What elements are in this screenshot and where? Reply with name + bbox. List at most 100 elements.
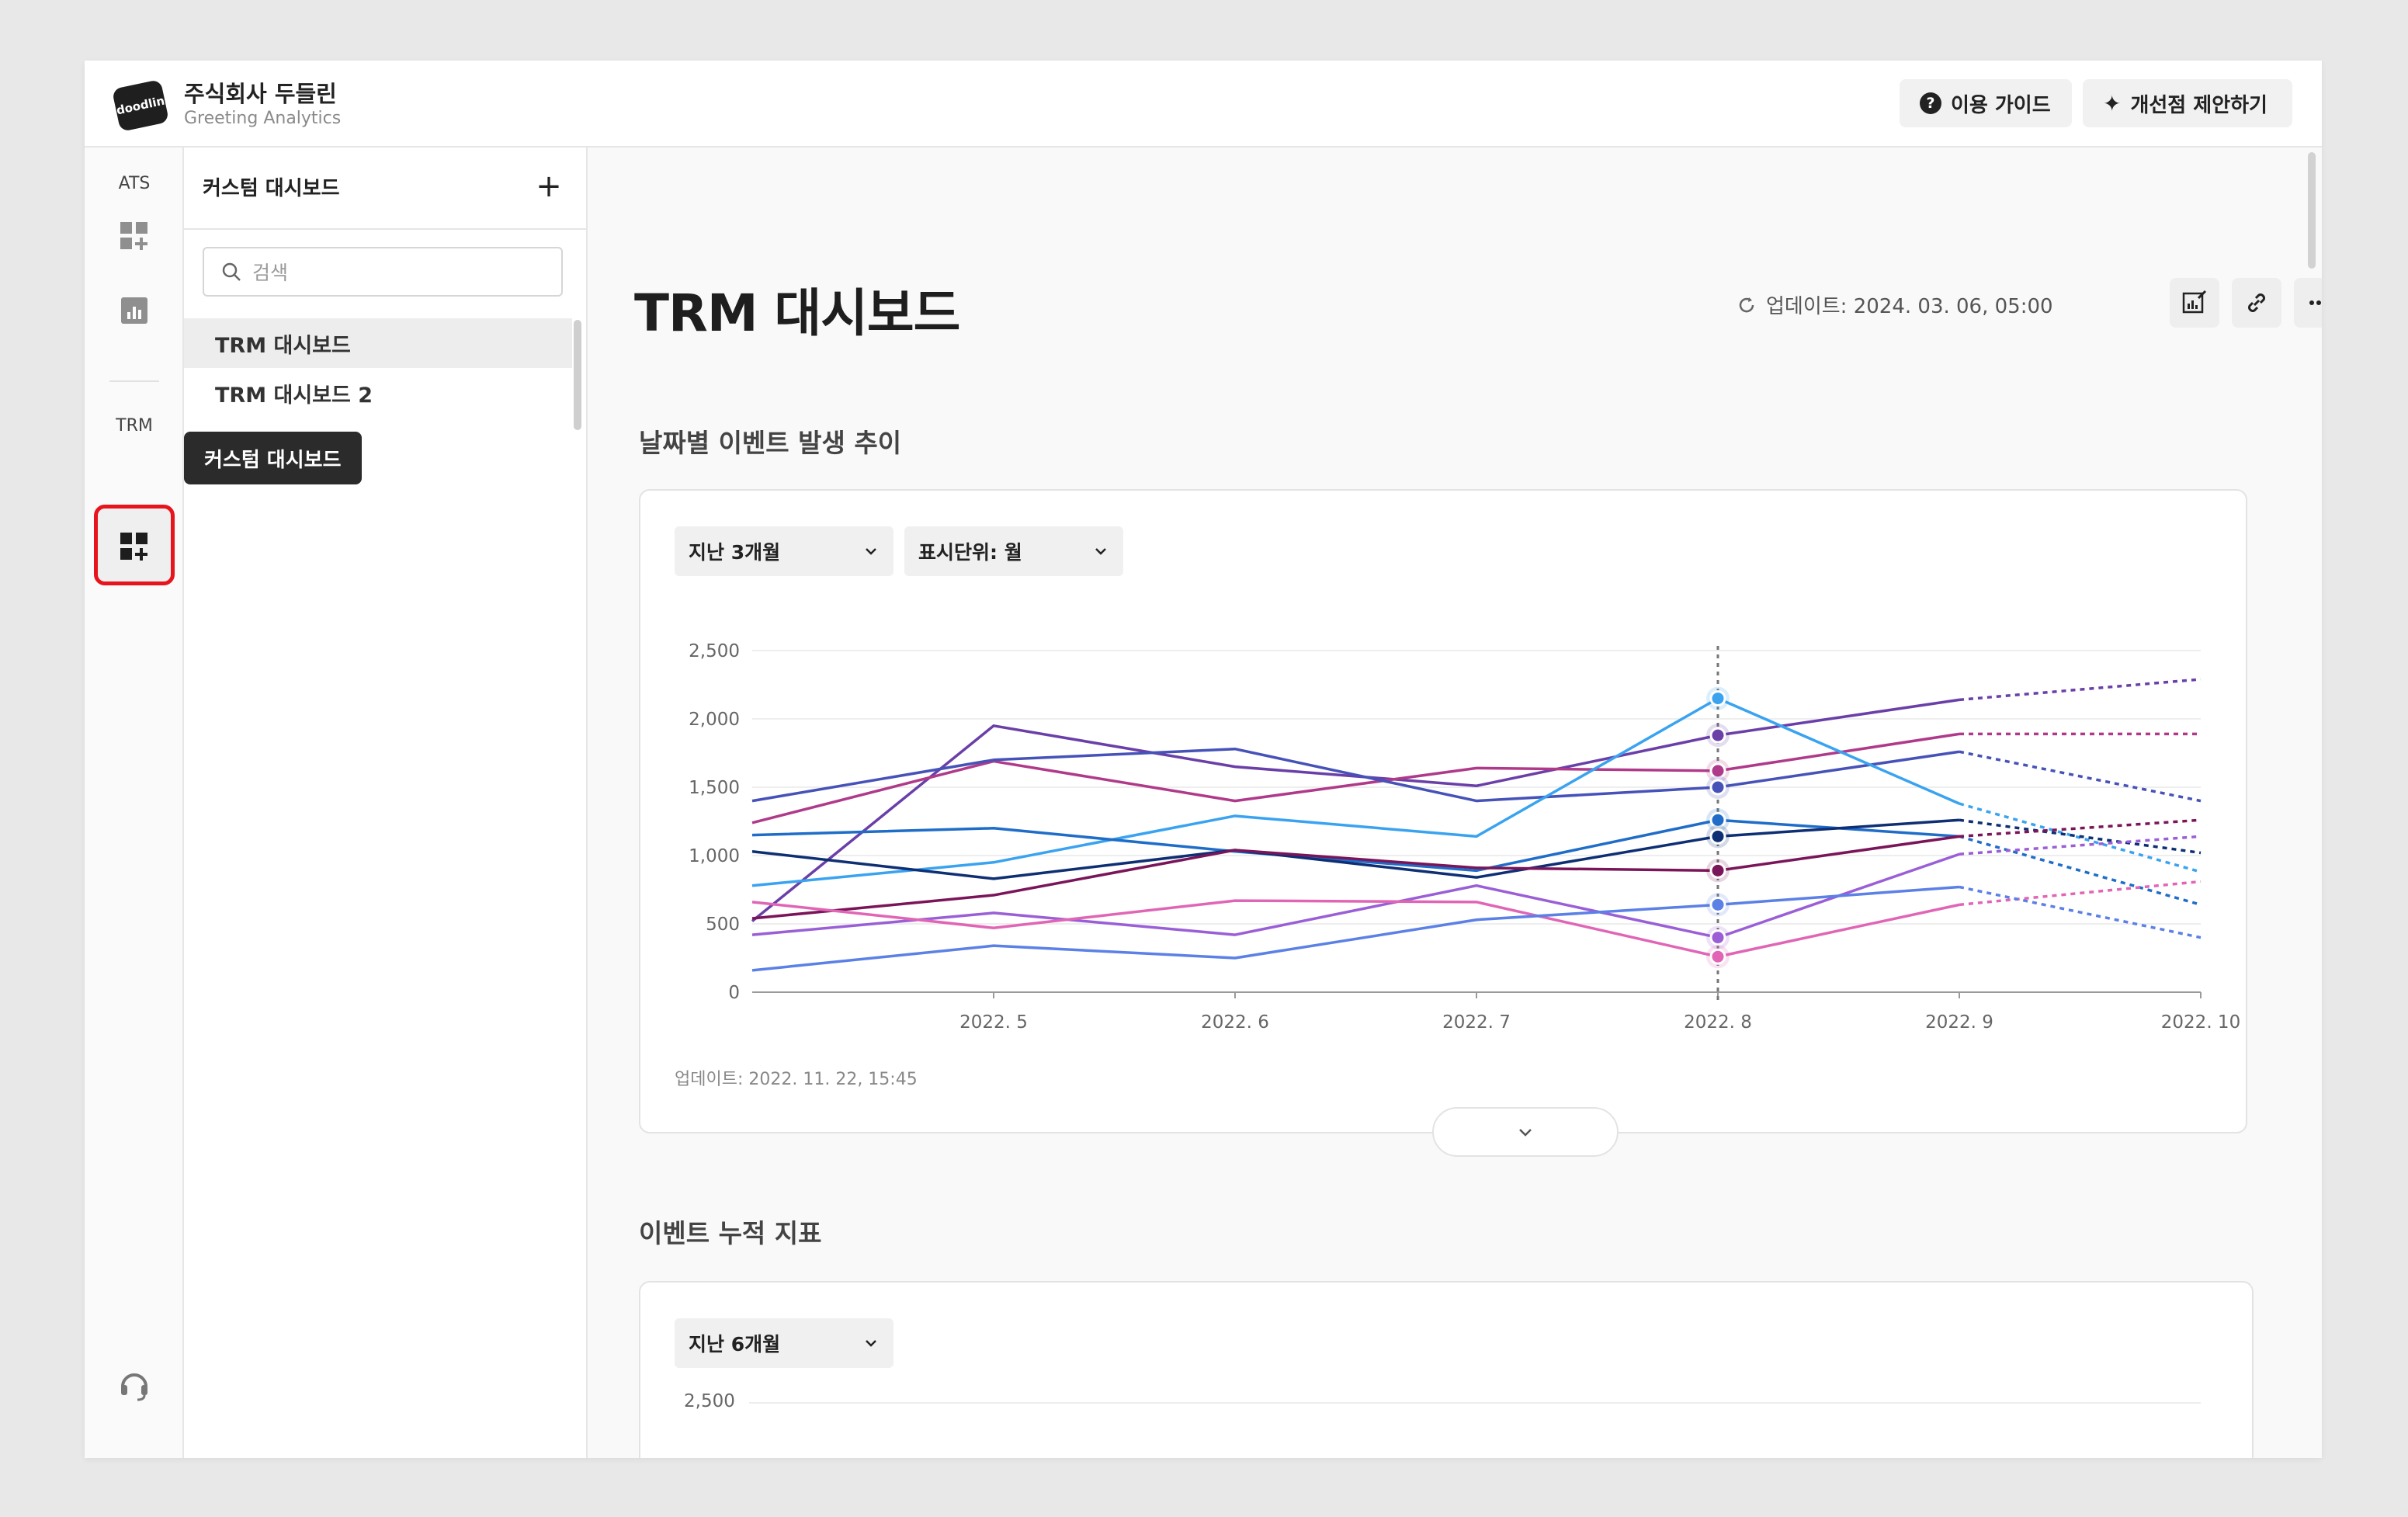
add-dashboard-button[interactable]: + (536, 168, 562, 204)
main-content: TRM 대시보드 업데이트: 2024. 03. 06, 05:00 (588, 148, 2322, 1458)
rail-label-ats: ATS (118, 174, 151, 193)
highlight-point (1709, 690, 1726, 707)
guide-label: 이용 가이드 (1951, 93, 2051, 117)
highlight-point (1709, 948, 1726, 965)
link-icon (2248, 293, 2265, 312)
y-tick-label: 0 (728, 983, 740, 1003)
period-dropdown-2[interactable]: 지난 6개월 (675, 1318, 893, 1368)
help-circle-icon: ? (1920, 92, 1941, 114)
series-projection (1959, 678, 2202, 702)
expand-chart-button[interactable] (1432, 1107, 1619, 1157)
main-scrollbar[interactable] (2308, 152, 2316, 269)
event-trend-chart[interactable]: 0 500 1,000 1,500 2,000 2,500 2022. 5 2022. 6 20… (640, 623, 2249, 1042)
dashboard-list-panel: 커스텀 대시보드 + 검색 TRM 대시보드 TRM 대시보드 2 (184, 148, 588, 1458)
series-line (751, 835, 1960, 920)
chevron-down-icon (1519, 1129, 1532, 1137)
dashboard-add-icon[interactable] (116, 217, 153, 255)
cumulative-gridline (749, 1402, 2201, 1404)
custom-dashboard-icon[interactable] (116, 528, 153, 565)
rail-divider (109, 380, 159, 382)
icon-rail: ATS TRM (85, 148, 184, 1458)
series-projection (1959, 750, 2202, 803)
edit-chart-icon (2182, 290, 2207, 314)
series-line (751, 852, 1960, 939)
period-dropdown-2-label: 지난 6개월 (689, 1333, 781, 1356)
update-text: 업데이트: 2024. 03. 06, 05:00 (1766, 295, 2053, 318)
highlight-point (1709, 862, 1726, 879)
highlight-point (1709, 811, 1726, 828)
section-title-event-trend: 날짜별 이벤트 발생 추이 (639, 428, 902, 458)
suggest-label: 개선점 제안하기 (2130, 93, 2267, 117)
search-icon (222, 262, 241, 281)
highlight-point (1709, 779, 1726, 796)
y-tick-label: 2,000 (689, 710, 740, 730)
x-tick-label: 2022. 9 (1925, 1012, 1993, 1033)
highlight-point (1709, 762, 1726, 779)
highlight-point (1709, 727, 1726, 744)
search-input[interactable]: 검색 (203, 247, 563, 297)
series-line (751, 818, 1960, 873)
series-line (751, 698, 1960, 922)
rail-item-custom-dashboard[interactable] (94, 505, 175, 585)
series-line (751, 885, 1960, 972)
x-tick-label: 2022. 7 (1442, 1012, 1511, 1033)
panel-title: 커스텀 대시보드 (203, 177, 340, 200)
panel-scrollbar[interactable] (574, 320, 581, 430)
series-line (751, 818, 1960, 880)
rail-label-trm: TRM (116, 416, 153, 436)
copy-link-button[interactable] (2232, 278, 2281, 328)
company-logo: doodlin (111, 78, 170, 133)
product-name: Greeting Analytics (184, 109, 342, 128)
highlight-point (1709, 896, 1726, 913)
x-tick-label: 2022. 10 (2161, 1012, 2240, 1033)
y-tick-label: 2,500 (689, 641, 740, 661)
chart-update-text: 업데이트: 2022. 11. 22, 15:45 (675, 1070, 918, 1089)
top-bar: doodlin 주식회사 두들린 Greeting Analytics ? 이용… (85, 61, 2322, 148)
series-projection (1959, 835, 2202, 856)
more-icon (2309, 300, 2321, 305)
cumulative-card: 지난 6개월 2,500 (639, 1281, 2254, 1458)
suggest-button[interactable]: ✦ 개선점 제안하기 (2083, 79, 2292, 127)
chevron-down-icon (866, 548, 876, 555)
chevron-down-icon (866, 1340, 876, 1347)
series-line (751, 747, 1960, 803)
series-projection (1959, 818, 2202, 855)
guide-button[interactable]: ? 이용 가이드 (1900, 79, 2072, 127)
unit-dropdown[interactable]: 표시단위: 월 (904, 526, 1123, 576)
company-name: 주식회사 두들린 (184, 81, 337, 107)
bar-chart-icon[interactable] (116, 292, 153, 329)
x-tick-label: 2022. 6 (1201, 1012, 1269, 1033)
series-line (751, 899, 1960, 958)
series-projection (1959, 880, 2202, 907)
cumulative-y-tick: 2,500 (684, 1391, 735, 1411)
dashboard-update-status: 업데이트: 2024. 03. 06, 05:00 (1737, 290, 2053, 319)
edit-chart-button[interactable] (2170, 278, 2219, 328)
series-projection (1959, 885, 2202, 939)
app-window: doodlin 주식회사 두들린 Greeting Analytics ? 이용… (85, 61, 2322, 1458)
dashboard-list-item[interactable]: TRM 대시보드 2 (215, 383, 373, 408)
headset-icon[interactable] (116, 1366, 153, 1404)
y-tick-label: 1,500 (689, 778, 740, 798)
period-dropdown[interactable]: 지난 3개월 (675, 526, 893, 576)
panel-header: 커스텀 대시보드 + (184, 148, 588, 230)
period-dropdown-label: 지난 3개월 (689, 541, 781, 564)
sparkle-icon: ✦ (2103, 90, 2122, 116)
x-tick-label: 2022. 8 (1684, 1012, 1752, 1033)
more-options-button[interactable] (2294, 278, 2322, 328)
y-tick-label: 500 (706, 915, 740, 935)
unit-dropdown-label: 표시단위: 월 (918, 541, 1022, 564)
dashboard-list-item[interactable]: TRM 대시보드 (184, 318, 572, 368)
series-projection (1959, 835, 2202, 907)
y-tick-label: 1,000 (689, 846, 740, 866)
x-tick-label: 2022. 5 (959, 1012, 1028, 1033)
rail-tooltip: 커스텀 대시보드 (184, 432, 362, 484)
series-projection (1959, 818, 2202, 838)
section-title-event-cumulative: 이벤트 누적 지표 (639, 1218, 822, 1248)
series-line (751, 696, 1960, 887)
refresh-icon[interactable] (1737, 295, 1757, 315)
search-placeholder: 검색 (252, 262, 289, 284)
highlight-point (1709, 828, 1726, 845)
chevron-down-icon (1095, 548, 1106, 555)
highlight-point (1709, 929, 1726, 946)
series-line (751, 732, 1960, 824)
